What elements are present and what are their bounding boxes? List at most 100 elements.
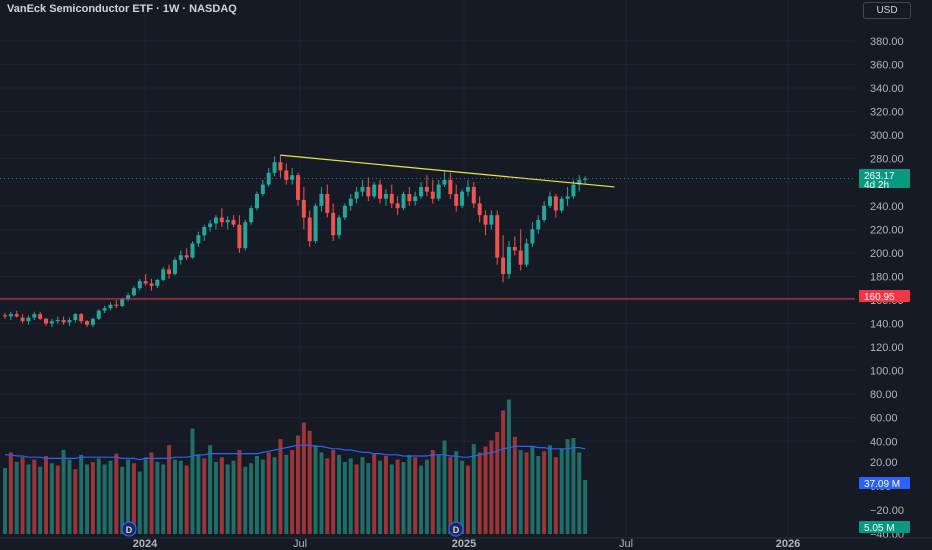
- candle-body: [342, 205, 347, 218]
- last-price-badge-text: 263.17: [864, 171, 895, 182]
- candle: [354, 186, 359, 204]
- chart-title: VanEck Semiconductor ETF · 1W · NASDAQ: [7, 3, 237, 15]
- candle-body: [506, 246, 511, 275]
- candle-body: [8, 314, 13, 317]
- volume-bar: [319, 452, 324, 534]
- volume-bar: [137, 471, 142, 534]
- dividend-marker[interactable]: D: [448, 521, 464, 537]
- candle-body: [126, 295, 131, 299]
- price-tick-label: 180.00: [870, 271, 904, 283]
- candle-body: [413, 196, 418, 202]
- volume-bar: [102, 464, 107, 534]
- candle: [44, 317, 49, 326]
- volume-bar: [249, 463, 254, 534]
- volume-bar: [278, 439, 283, 534]
- candle-body: [278, 162, 283, 171]
- dividend-marker[interactable]: D: [121, 521, 137, 537]
- volume-bar: [237, 450, 242, 534]
- candle-body: [530, 229, 535, 244]
- candle: [14, 310, 19, 318]
- volume-bar: [243, 466, 248, 534]
- candle: [383, 189, 388, 206]
- candle: [296, 172, 300, 206]
- drawings[interactable]: [0, 154, 855, 300]
- candle: [155, 278, 160, 289]
- volume-tick-label: 20.00: [870, 457, 898, 469]
- candle-body: [307, 217, 312, 242]
- volume-bar: [401, 462, 406, 534]
- candle-body: [372, 184, 377, 197]
- candle-body: [284, 170, 289, 180]
- candle: [301, 186, 306, 230]
- candle-body: [14, 314, 19, 317]
- candle: [49, 318, 54, 328]
- volume-bar: [49, 463, 54, 534]
- candle-body: [190, 243, 195, 258]
- candle-body: [208, 223, 213, 227]
- volume-bar: [518, 450, 523, 534]
- candle: [225, 216, 230, 230]
- volume-bar: [501, 410, 506, 534]
- candle: [213, 215, 218, 230]
- time-tick-label: 2025: [452, 538, 476, 550]
- candle: [231, 215, 236, 227]
- currency-button[interactable]: USD: [863, 2, 911, 19]
- candle: [237, 215, 242, 253]
- volume-bar: [120, 466, 125, 534]
- candle: [465, 179, 470, 197]
- candle: [360, 179, 365, 197]
- candle: [524, 238, 529, 268]
- candle: [413, 191, 418, 206]
- candle-body: [565, 196, 570, 199]
- price-tick-label: 100.00: [870, 366, 904, 378]
- volume-bar: [108, 460, 113, 534]
- volume-bar: [296, 435, 300, 534]
- volume-bar: [149, 452, 154, 534]
- volume-bar: [325, 458, 330, 534]
- candle: [395, 196, 400, 216]
- level-badge-text: 160.95: [864, 292, 895, 303]
- candle: [278, 155, 283, 178]
- candle-body: [296, 175, 300, 200]
- candle: [260, 179, 265, 197]
- volume-bar: [372, 453, 377, 534]
- candle: [243, 219, 248, 251]
- candle-body: [196, 235, 201, 244]
- volume-bar: [85, 464, 90, 534]
- candle: [96, 309, 101, 321]
- candle-body: [243, 222, 248, 249]
- trendline[interactable]: [280, 154, 615, 188]
- volume-bar: [55, 465, 60, 534]
- price-tick-label: 380.00: [870, 36, 904, 48]
- volume-bar: [512, 436, 517, 534]
- candle-body: [67, 320, 72, 323]
- volume-bar: [536, 456, 541, 534]
- time-axis[interactable]: 2024 Jul 2025 Jul 2026: [0, 537, 932, 550]
- volume-bar: [155, 462, 160, 534]
- candle-body: [172, 259, 177, 275]
- candle: [553, 194, 558, 218]
- last-price-badge-text: 4d 2h: [864, 180, 889, 191]
- dividend-marker-circle: [448, 521, 464, 537]
- price-tick-label: 80.00: [870, 389, 898, 401]
- volume-bar: [73, 469, 78, 534]
- candle: [547, 191, 552, 209]
- candle-body: [114, 304, 119, 306]
- volume-bar: [524, 452, 529, 534]
- volume-bar: [260, 459, 265, 534]
- candle: [471, 182, 476, 209]
- candle: [167, 264, 172, 279]
- candle-body: [360, 186, 365, 192]
- price-tick-label: 240.00: [870, 201, 904, 213]
- candle: [489, 210, 494, 230]
- volume-bar: [67, 459, 72, 534]
- volume-bar: [225, 464, 230, 534]
- volume-bar: [301, 422, 306, 534]
- volume-bar: [360, 457, 365, 534]
- candle-body: [85, 321, 90, 325]
- volume-bar: [419, 465, 424, 534]
- volume-bar: [460, 460, 465, 534]
